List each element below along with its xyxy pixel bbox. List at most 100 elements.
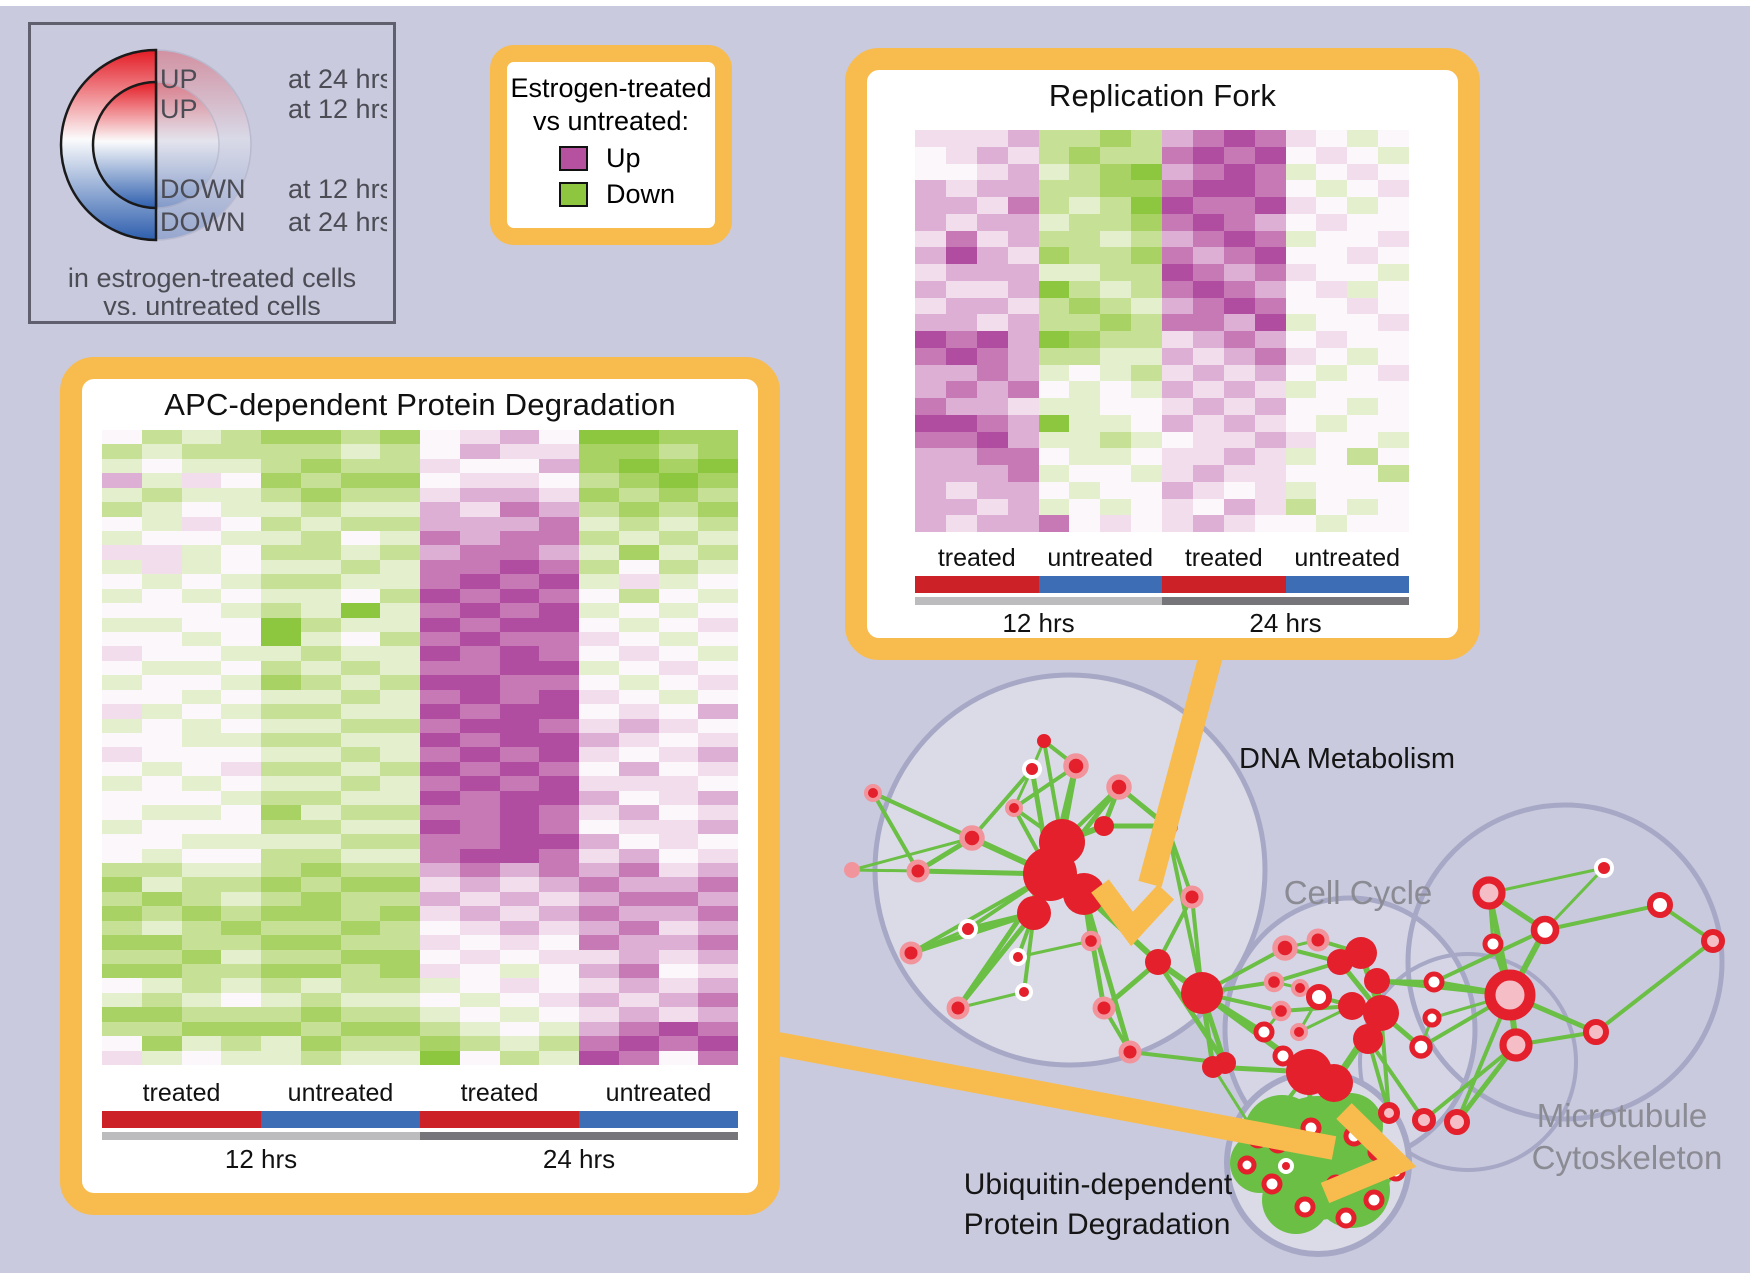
arrow-replication-to-dna-shaft: [1138, 644, 1225, 888]
heatmap-cell: [915, 130, 946, 147]
heatmap-cell: [1347, 498, 1379, 516]
network-node: [1202, 1056, 1224, 1078]
heatmap-cell: [181, 689, 222, 705]
heatmap-cell: [945, 230, 977, 248]
heatmap-cell: [1378, 331, 1409, 348]
heatmap-cell: [380, 502, 420, 517]
heatmap-cell: [1069, 264, 1101, 281]
panel-title: APC-dependent Protein Degradation: [164, 387, 676, 422]
heatmap-cell: [1347, 163, 1379, 181]
heatmap-cell: [102, 877, 142, 892]
heatmap-cell: [658, 1036, 699, 1051]
heatmap-cell: [380, 473, 420, 488]
heatmap-cell: [1162, 213, 1193, 231]
heatmap-cell: [459, 689, 500, 705]
heatmap-cell: [539, 790, 579, 806]
heatmap-cell: [340, 848, 381, 863]
heatmap-cell: [261, 992, 301, 1008]
heatmap-cell: [915, 465, 946, 482]
heatmap-cell: [141, 675, 182, 690]
heatmap-cell: [459, 444, 500, 459]
heatmap-cell: [1100, 180, 1132, 197]
heatmap-cell: [380, 790, 420, 806]
heatmap-cell: [915, 448, 946, 465]
heatmap-cell: [539, 473, 579, 488]
heatmap-cell: [261, 935, 301, 950]
heatmap-cell: [380, 559, 420, 575]
heatmap-cell: [1007, 163, 1039, 181]
heatmap-cell: [1316, 297, 1348, 315]
heatmap-cell: [1316, 481, 1348, 499]
heatmap-cell: [915, 280, 946, 298]
heatmap-cell: [380, 444, 420, 459]
heatmap-cell: [221, 862, 261, 878]
heatmap-cell: [915, 314, 946, 331]
heatmap-cell: [915, 515, 946, 532]
heatmap-cell: [141, 531, 182, 546]
heatmap-cell: [340, 487, 381, 503]
heatmap-cell: [499, 906, 540, 921]
heatmap-cell: [499, 935, 540, 950]
heatmap-cell: [1007, 314, 1039, 331]
network-node: [1306, 984, 1332, 1010]
heatmap-cell: [1007, 364, 1039, 382]
heatmap-cell: [1192, 364, 1224, 382]
heatmap-cell: [1347, 146, 1379, 164]
heatmap-cell: [300, 444, 341, 459]
heatmap-cell: [618, 761, 659, 777]
heatmap-cell: [221, 675, 261, 690]
heatmap-cell: [1254, 364, 1286, 382]
heatmap-cell: [579, 516, 619, 532]
heatmap-cell: [976, 180, 1008, 197]
heatmap-cell: [459, 545, 500, 560]
heatmap-cell: [539, 862, 579, 878]
heatmap-cell: [420, 458, 460, 474]
heatmap-cell: [1131, 515, 1162, 532]
heatmap-cell: [539, 545, 579, 560]
heatmap-cell: [261, 502, 301, 517]
heatmap-cell: [380, 848, 420, 863]
heatmap-cell: [459, 559, 500, 575]
heatmap-cell: [499, 920, 540, 936]
network-node: [1409, 1035, 1433, 1059]
heatmap-cell: [1223, 314, 1255, 331]
heatmap-cell: [1038, 247, 1070, 264]
heatmap-cell: [539, 632, 579, 647]
heatmap-cell: [102, 531, 142, 546]
heatmap-cell: [380, 545, 420, 560]
heatmap-cell: [181, 531, 222, 546]
heatmap-cell: [539, 531, 579, 546]
heatmap-cell: [976, 213, 1008, 231]
heatmap-cell: [102, 574, 142, 589]
heatmap-cell: [698, 718, 738, 734]
heatmap-cell: [976, 431, 1008, 449]
network-node: [1094, 816, 1114, 836]
heatmap-cell: [1285, 465, 1317, 482]
row-word: DOWN: [160, 207, 245, 237]
heatmap-cell: [1378, 431, 1409, 449]
heatmap-cell: [459, 1036, 500, 1051]
heatmap-cell: [340, 747, 381, 762]
heatmap-cell: [1192, 515, 1224, 532]
heatmap-cell: [459, 834, 500, 849]
heatmap-cell: [499, 1007, 540, 1022]
heatmap-cell: [1285, 230, 1317, 248]
heatmap-cell: [1347, 347, 1379, 365]
heatmap-cell: [380, 891, 420, 907]
network-node: [1353, 1024, 1383, 1054]
heatmap-cell: [1347, 280, 1379, 298]
heatmap-cell: [658, 559, 699, 575]
heatmap-cell: [261, 733, 301, 748]
hour-bar-segment: [420, 1132, 738, 1140]
heatmap-cell: [102, 444, 142, 459]
heatmap-cell: [698, 646, 738, 661]
heatmap-cell: [380, 978, 420, 993]
heatmap-cell: [499, 805, 540, 820]
heatmap-cell: [141, 632, 182, 647]
heatmap-cell: [380, 588, 420, 604]
heatmap-cell: [499, 704, 540, 719]
heatmap-cell: [1007, 230, 1039, 248]
heatmap-cell: [1069, 280, 1101, 298]
heatmap-cell: [945, 314, 977, 331]
heatmap-cell: [698, 502, 738, 517]
